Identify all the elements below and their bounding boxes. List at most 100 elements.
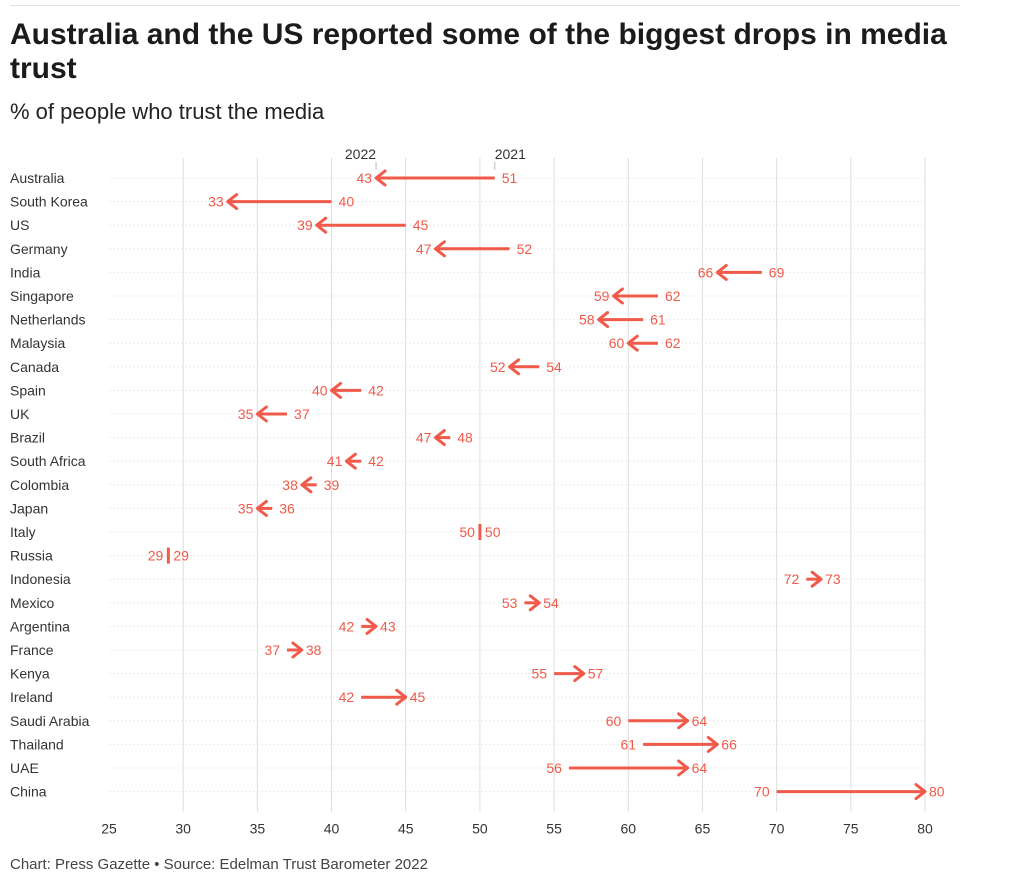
arrow-head: [914, 783, 927, 801]
category-label: Colombia: [10, 477, 69, 493]
category-label: UK: [10, 406, 30, 422]
arrow-head: [374, 169, 387, 187]
value-label-2021: 53: [502, 595, 518, 611]
value-label-2022: 57: [588, 666, 604, 682]
value-label-2021: 50: [485, 524, 501, 540]
x-tick-label: 60: [620, 821, 636, 837]
value-label-2021: 48: [457, 430, 473, 446]
arrow-head: [344, 452, 357, 470]
value-label-2021: 42: [368, 453, 384, 469]
x-tick-label: 40: [324, 821, 340, 837]
value-label-2021: 61: [621, 736, 637, 752]
value-label-2022: 60: [609, 335, 625, 351]
category-label: US: [10, 217, 29, 233]
x-tick-label: 35: [250, 821, 266, 837]
arrow-head: [528, 594, 541, 612]
arrow-head: [677, 759, 690, 777]
arrow-head: [626, 334, 639, 352]
x-tick-label: 25: [101, 821, 117, 837]
arrow-head: [395, 688, 408, 706]
category-label: South Korea: [10, 194, 88, 210]
value-label-2022: 38: [282, 477, 298, 493]
arrow-head: [508, 358, 521, 376]
category-label: Germany: [10, 241, 68, 257]
value-label-2022: 66: [721, 736, 737, 752]
value-label-2022: 38: [306, 642, 322, 658]
value-label-2021: 70: [754, 784, 770, 800]
category-label: Kenya: [10, 666, 50, 682]
value-label-2021: 72: [784, 571, 800, 587]
arrow-head: [611, 287, 624, 305]
value-label-2022: 39: [297, 217, 313, 233]
x-tick-label: 50: [472, 821, 488, 837]
category-label: India: [10, 264, 41, 280]
value-label-2021: 61: [650, 312, 666, 328]
x-tick-label: 55: [546, 821, 562, 837]
category-label: China: [10, 784, 47, 800]
category-label: France: [10, 642, 54, 658]
chart-subtitle: % of people who trust the media: [10, 99, 325, 124]
category-label: Netherlands: [10, 312, 86, 328]
value-label-2021: 29: [173, 548, 189, 564]
x-tick-label: 80: [917, 821, 933, 837]
category-label: Thailand: [10, 736, 64, 752]
category-label: Singapore: [10, 288, 74, 304]
category-label: Italy: [10, 524, 36, 540]
chart-footer: Chart: Press Gazette • Source: Edelman T…: [10, 856, 428, 873]
value-label-2021: 52: [517, 241, 533, 257]
arrow-head: [365, 617, 378, 635]
category-label: Canada: [10, 359, 59, 375]
value-label-2021: 37: [264, 642, 280, 658]
value-label-2021: 62: [665, 335, 681, 351]
category-label: UAE: [10, 760, 39, 776]
x-tick-label: 45: [398, 821, 414, 837]
category-label: Australia: [10, 170, 65, 186]
value-label-2022: 45: [410, 689, 426, 705]
category-label: Argentina: [10, 618, 70, 634]
value-label-2021: 60: [606, 713, 622, 729]
arrow-head: [226, 193, 239, 211]
x-tick-label: 30: [175, 821, 191, 837]
value-label-2021: 69: [769, 264, 785, 280]
arrow-head: [300, 476, 313, 494]
value-label-2021: 42: [368, 382, 384, 398]
arrow-head: [433, 240, 446, 258]
value-label-2022: 35: [238, 500, 254, 516]
arrow-head: [433, 429, 446, 447]
value-label-2022: 41: [327, 453, 343, 469]
value-label-2022: 58: [579, 312, 595, 328]
value-label-2021: 39: [324, 477, 340, 493]
arrow-head: [677, 712, 690, 730]
value-label-2021: 40: [339, 194, 355, 210]
category-label: Malaysia: [10, 335, 65, 351]
value-label-2021: 42: [339, 618, 355, 634]
x-tick-label: 70: [769, 821, 785, 837]
category-label: Japan: [10, 500, 48, 516]
legend-label-to: 2022: [345, 146, 376, 162]
category-label: South Africa: [10, 453, 86, 469]
x-tick-label: 75: [843, 821, 859, 837]
category-label: Brazil: [10, 430, 45, 446]
value-label-2021: 36: [279, 500, 295, 516]
chart-title: Australia and the US reported some of th…: [10, 18, 947, 85]
value-label-2021: 37: [294, 406, 310, 422]
category-label: Mexico: [10, 595, 55, 611]
category-label: Indonesia: [10, 571, 71, 587]
value-label-2022: 59: [594, 288, 610, 304]
category-label: Saudi Arabia: [10, 713, 90, 729]
value-label-2022: 66: [698, 264, 714, 280]
arrow-chart: 25 30 35 40 45 50 55 60 65 70 75 80 Australia South K…: [10, 146, 945, 837]
arrow-head: [255, 405, 268, 423]
value-label-2022: 47: [416, 430, 432, 446]
value-label-2021: 45: [413, 217, 429, 233]
x-tick-label: 65: [695, 821, 711, 837]
category-label: Spain: [10, 382, 46, 398]
arrow-head: [597, 311, 610, 329]
value-label-2021: 56: [546, 760, 562, 776]
value-label-2022: 54: [543, 595, 559, 611]
arrow-head: [330, 381, 343, 399]
value-label-2022: 35: [238, 406, 254, 422]
value-label-2021: 55: [532, 666, 548, 682]
arrow-head: [810, 570, 823, 588]
value-label-2022: 33: [208, 194, 224, 210]
